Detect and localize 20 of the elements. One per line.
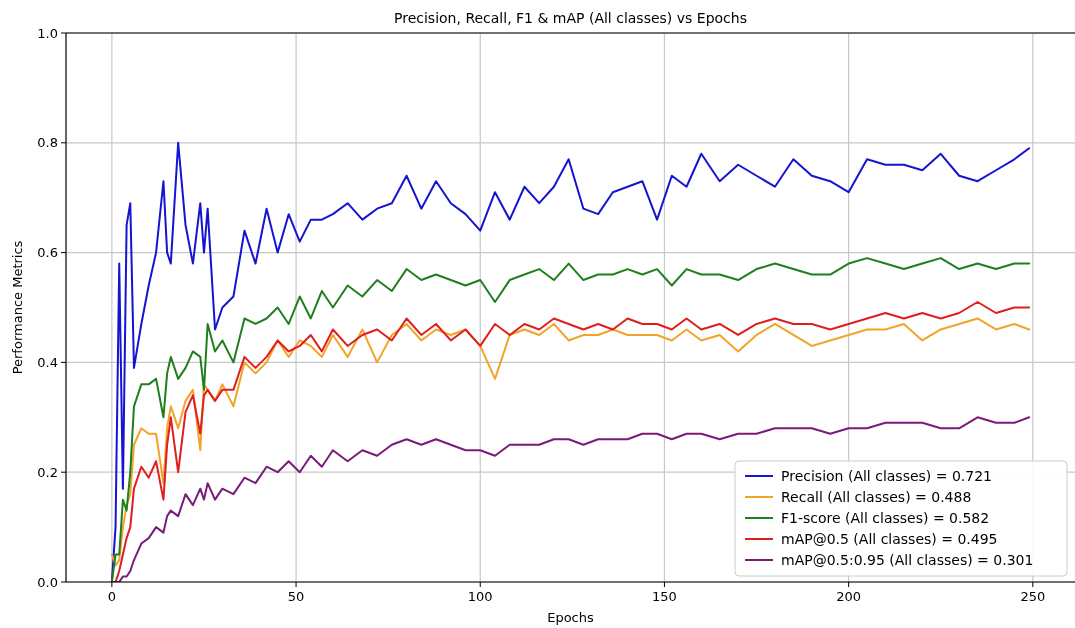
legend-label: Precision (All classes) = 0.721 (781, 468, 993, 484)
legend-label: mAP@0.5:0.95 (All classes) = 0.301 (781, 552, 1034, 568)
y-tick-label: 0.8 (37, 135, 58, 151)
y-tick-label: 1.0 (37, 25, 58, 41)
legend-label: F1-score (All classes) = 0.582 (781, 510, 990, 526)
y-tick-label: 0.2 (37, 464, 58, 480)
x-tick-label: 150 (652, 589, 677, 604)
y-tick-label: 0.0 (37, 574, 58, 590)
legend-label: Recall (All classes) = 0.488 (781, 489, 972, 505)
legend-label: mAP@0.5 (All classes) = 0.495 (781, 531, 998, 547)
y-tick-label: 0.4 (37, 354, 58, 370)
x-tick-label: 50 (287, 589, 305, 604)
x-tick-label: 0 (107, 589, 116, 604)
x-tick-label: 200 (836, 589, 862, 604)
chart-title: Precision, Recall, F1 & mAP (All classes) vs Epochs (394, 10, 747, 26)
y-axis-title: Performance Metrics (10, 240, 25, 375)
x-tick-label: 250 (1020, 589, 1046, 604)
y-tick-label: 0.6 (37, 245, 58, 261)
x-axis-title: Epochs (547, 610, 595, 625)
x-tick-label: 100 (467, 589, 493, 604)
